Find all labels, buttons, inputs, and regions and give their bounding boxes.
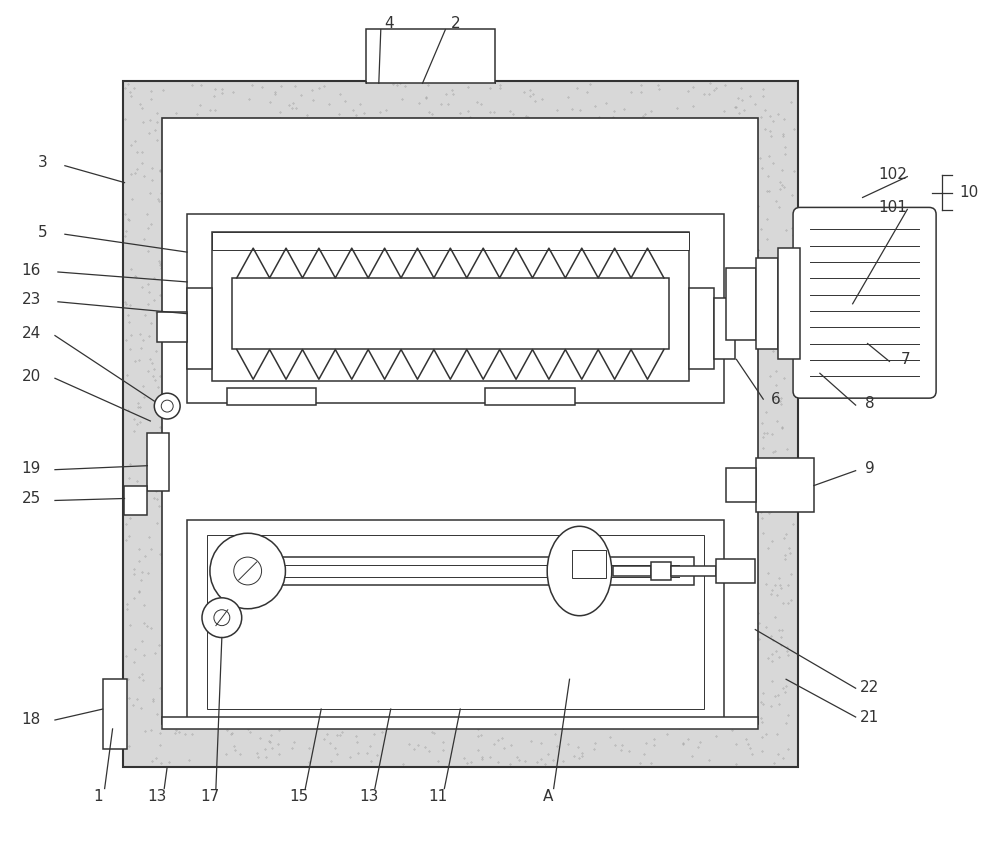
Circle shape xyxy=(234,557,262,584)
Ellipse shape xyxy=(547,526,612,616)
Bar xyxy=(212,232,689,250)
Text: 101: 101 xyxy=(878,200,907,215)
Bar xyxy=(187,214,724,403)
Text: 8: 8 xyxy=(865,395,874,410)
Bar xyxy=(716,559,755,583)
Bar xyxy=(726,468,756,502)
Text: 15: 15 xyxy=(290,789,309,804)
Text: 102: 102 xyxy=(878,167,907,182)
Bar xyxy=(689,288,714,369)
Bar xyxy=(366,29,495,83)
Bar xyxy=(613,566,651,576)
Bar xyxy=(162,717,758,729)
Bar xyxy=(232,278,669,350)
Text: 3: 3 xyxy=(38,156,48,170)
Text: 17: 17 xyxy=(200,789,220,804)
Text: 22: 22 xyxy=(860,680,879,695)
Bar xyxy=(220,557,694,584)
Bar xyxy=(671,566,716,576)
Text: 2: 2 xyxy=(450,16,460,31)
Text: 13: 13 xyxy=(148,789,167,804)
Bar xyxy=(207,535,704,709)
Bar xyxy=(227,389,316,405)
Text: A: A xyxy=(542,789,553,804)
Text: 21: 21 xyxy=(860,710,879,725)
Text: 24: 24 xyxy=(21,326,41,341)
Bar xyxy=(187,288,212,369)
Text: 16: 16 xyxy=(21,262,41,278)
Text: 1: 1 xyxy=(93,789,102,804)
FancyBboxPatch shape xyxy=(793,208,936,398)
Bar xyxy=(157,312,187,341)
Bar xyxy=(726,268,756,340)
Bar xyxy=(756,458,814,512)
Bar xyxy=(124,485,147,516)
Bar xyxy=(212,232,689,381)
Bar xyxy=(756,258,778,350)
Circle shape xyxy=(210,533,285,609)
Bar xyxy=(572,550,606,578)
Text: 11: 11 xyxy=(429,789,448,804)
Bar xyxy=(147,433,169,490)
Text: 9: 9 xyxy=(865,461,874,476)
Bar xyxy=(714,298,735,359)
Text: 20: 20 xyxy=(21,369,41,383)
Bar xyxy=(103,680,127,748)
Circle shape xyxy=(214,610,230,626)
Text: 19: 19 xyxy=(21,461,41,476)
Bar xyxy=(162,118,758,724)
Text: 25: 25 xyxy=(21,491,41,506)
Text: 18: 18 xyxy=(21,711,41,727)
Text: 23: 23 xyxy=(21,293,41,307)
Text: 5: 5 xyxy=(38,225,48,240)
Text: 4: 4 xyxy=(384,16,394,31)
Bar xyxy=(651,562,671,580)
Text: 13: 13 xyxy=(359,789,379,804)
Circle shape xyxy=(161,400,173,412)
Bar xyxy=(778,248,800,359)
Bar xyxy=(123,82,798,767)
Text: 6: 6 xyxy=(771,392,781,407)
Text: 7: 7 xyxy=(900,352,910,367)
Text: 10: 10 xyxy=(959,185,979,200)
Bar xyxy=(187,521,724,724)
Bar xyxy=(485,389,575,405)
Circle shape xyxy=(154,394,180,419)
Circle shape xyxy=(202,598,242,637)
